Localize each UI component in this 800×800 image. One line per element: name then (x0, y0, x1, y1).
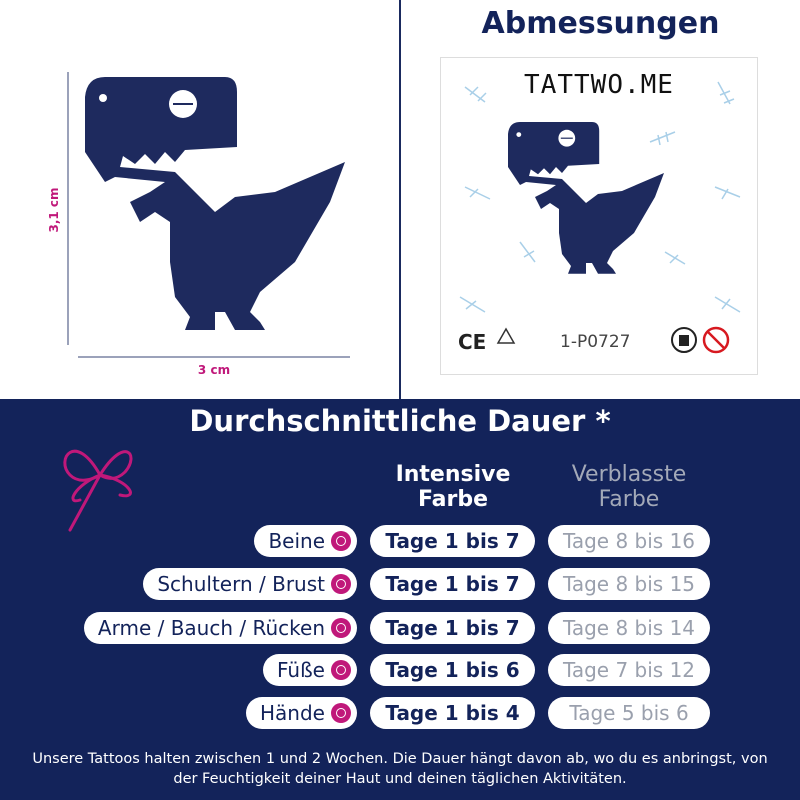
intensive-duration-text: Tage 1 bis 4 (385, 701, 520, 725)
intensive-duration: Tage 1 bis 7 (370, 612, 535, 644)
clock-icon (331, 660, 351, 680)
faded-duration: Tage 8 bis 14 (548, 612, 710, 644)
faded-duration-text: Tage 5 bis 6 (569, 701, 689, 725)
dragonfly-pattern (459, 81, 741, 313)
height-label: 3,1 cm (47, 187, 61, 232)
dimension-drawing: 3,1 cm 3 cm (47, 72, 350, 377)
body-area-text: Schultern / Brust (157, 572, 325, 596)
intensive-duration: Tage 1 bis 7 (370, 525, 535, 557)
disposal-icons (671, 326, 730, 354)
clock-icon (331, 703, 351, 723)
body-area-text: Beine (268, 529, 325, 553)
width-label: 3 cm (198, 363, 230, 377)
intensive-duration: Tage 1 bis 7 (370, 568, 535, 600)
column-header: Verblasste Farbe (571, 462, 687, 512)
intensive-duration-text: Tage 1 bis 6 (385, 658, 520, 682)
faded-duration-text: Tage 7 bis 12 (562, 658, 696, 682)
recycle-icon (496, 327, 516, 344)
faded-duration: Tage 7 bis 12 (548, 654, 710, 686)
clock-icon (331, 531, 351, 551)
column-header: Intensive Farbe (395, 462, 511, 512)
divider (399, 0, 401, 399)
intensive-duration-text: Tage 1 bis 7 (385, 529, 520, 553)
intensive-duration-text: Tage 1 bis 7 (385, 616, 520, 640)
preview-card (440, 57, 758, 375)
intensive-duration: Tage 1 bis 4 (370, 697, 535, 729)
body-area: Hände (246, 697, 357, 729)
faded-duration-text: Tage 8 bis 15 (562, 572, 696, 596)
body-area: Beine (254, 525, 357, 557)
preview-title: Abmessungen (481, 6, 720, 41)
faded-duration: Tage 8 bis 16 (548, 525, 710, 557)
body-area: Schultern / Brust (143, 568, 357, 600)
body-area-text: Füße (277, 658, 325, 682)
body-area-text: Arme / Bauch / Rücken (97, 616, 325, 640)
product-code: 1-P0727 (560, 332, 631, 352)
intensive-duration: Tage 1 bis 6 (370, 654, 535, 686)
dino-tattoo (84, 76, 346, 331)
body-area: Füße (263, 654, 357, 686)
ce-mark: CE (458, 330, 487, 354)
faded-duration: Tage 8 bis 15 (548, 568, 710, 600)
dragonfly-icon (63, 449, 133, 532)
clock-icon (331, 618, 351, 638)
faded-duration-text: Tage 8 bis 16 (562, 529, 696, 553)
body-area: Arme / Bauch / Rücken (83, 612, 357, 644)
footnote: Unsere Tattoos halten zwischen 1 und 2 W… (32, 751, 768, 787)
faded-duration-text: Tage 8 bis 14 (562, 616, 696, 640)
brand: TATTWO.ME (524, 70, 674, 100)
body-area-text: Hände (260, 701, 325, 725)
clock-icon (331, 574, 351, 594)
faded-duration: Tage 5 bis 6 (548, 697, 710, 729)
duration-title: Durchschnittliche Dauer * (189, 404, 611, 438)
intensive-duration-text: Tage 1 bis 7 (385, 572, 520, 596)
